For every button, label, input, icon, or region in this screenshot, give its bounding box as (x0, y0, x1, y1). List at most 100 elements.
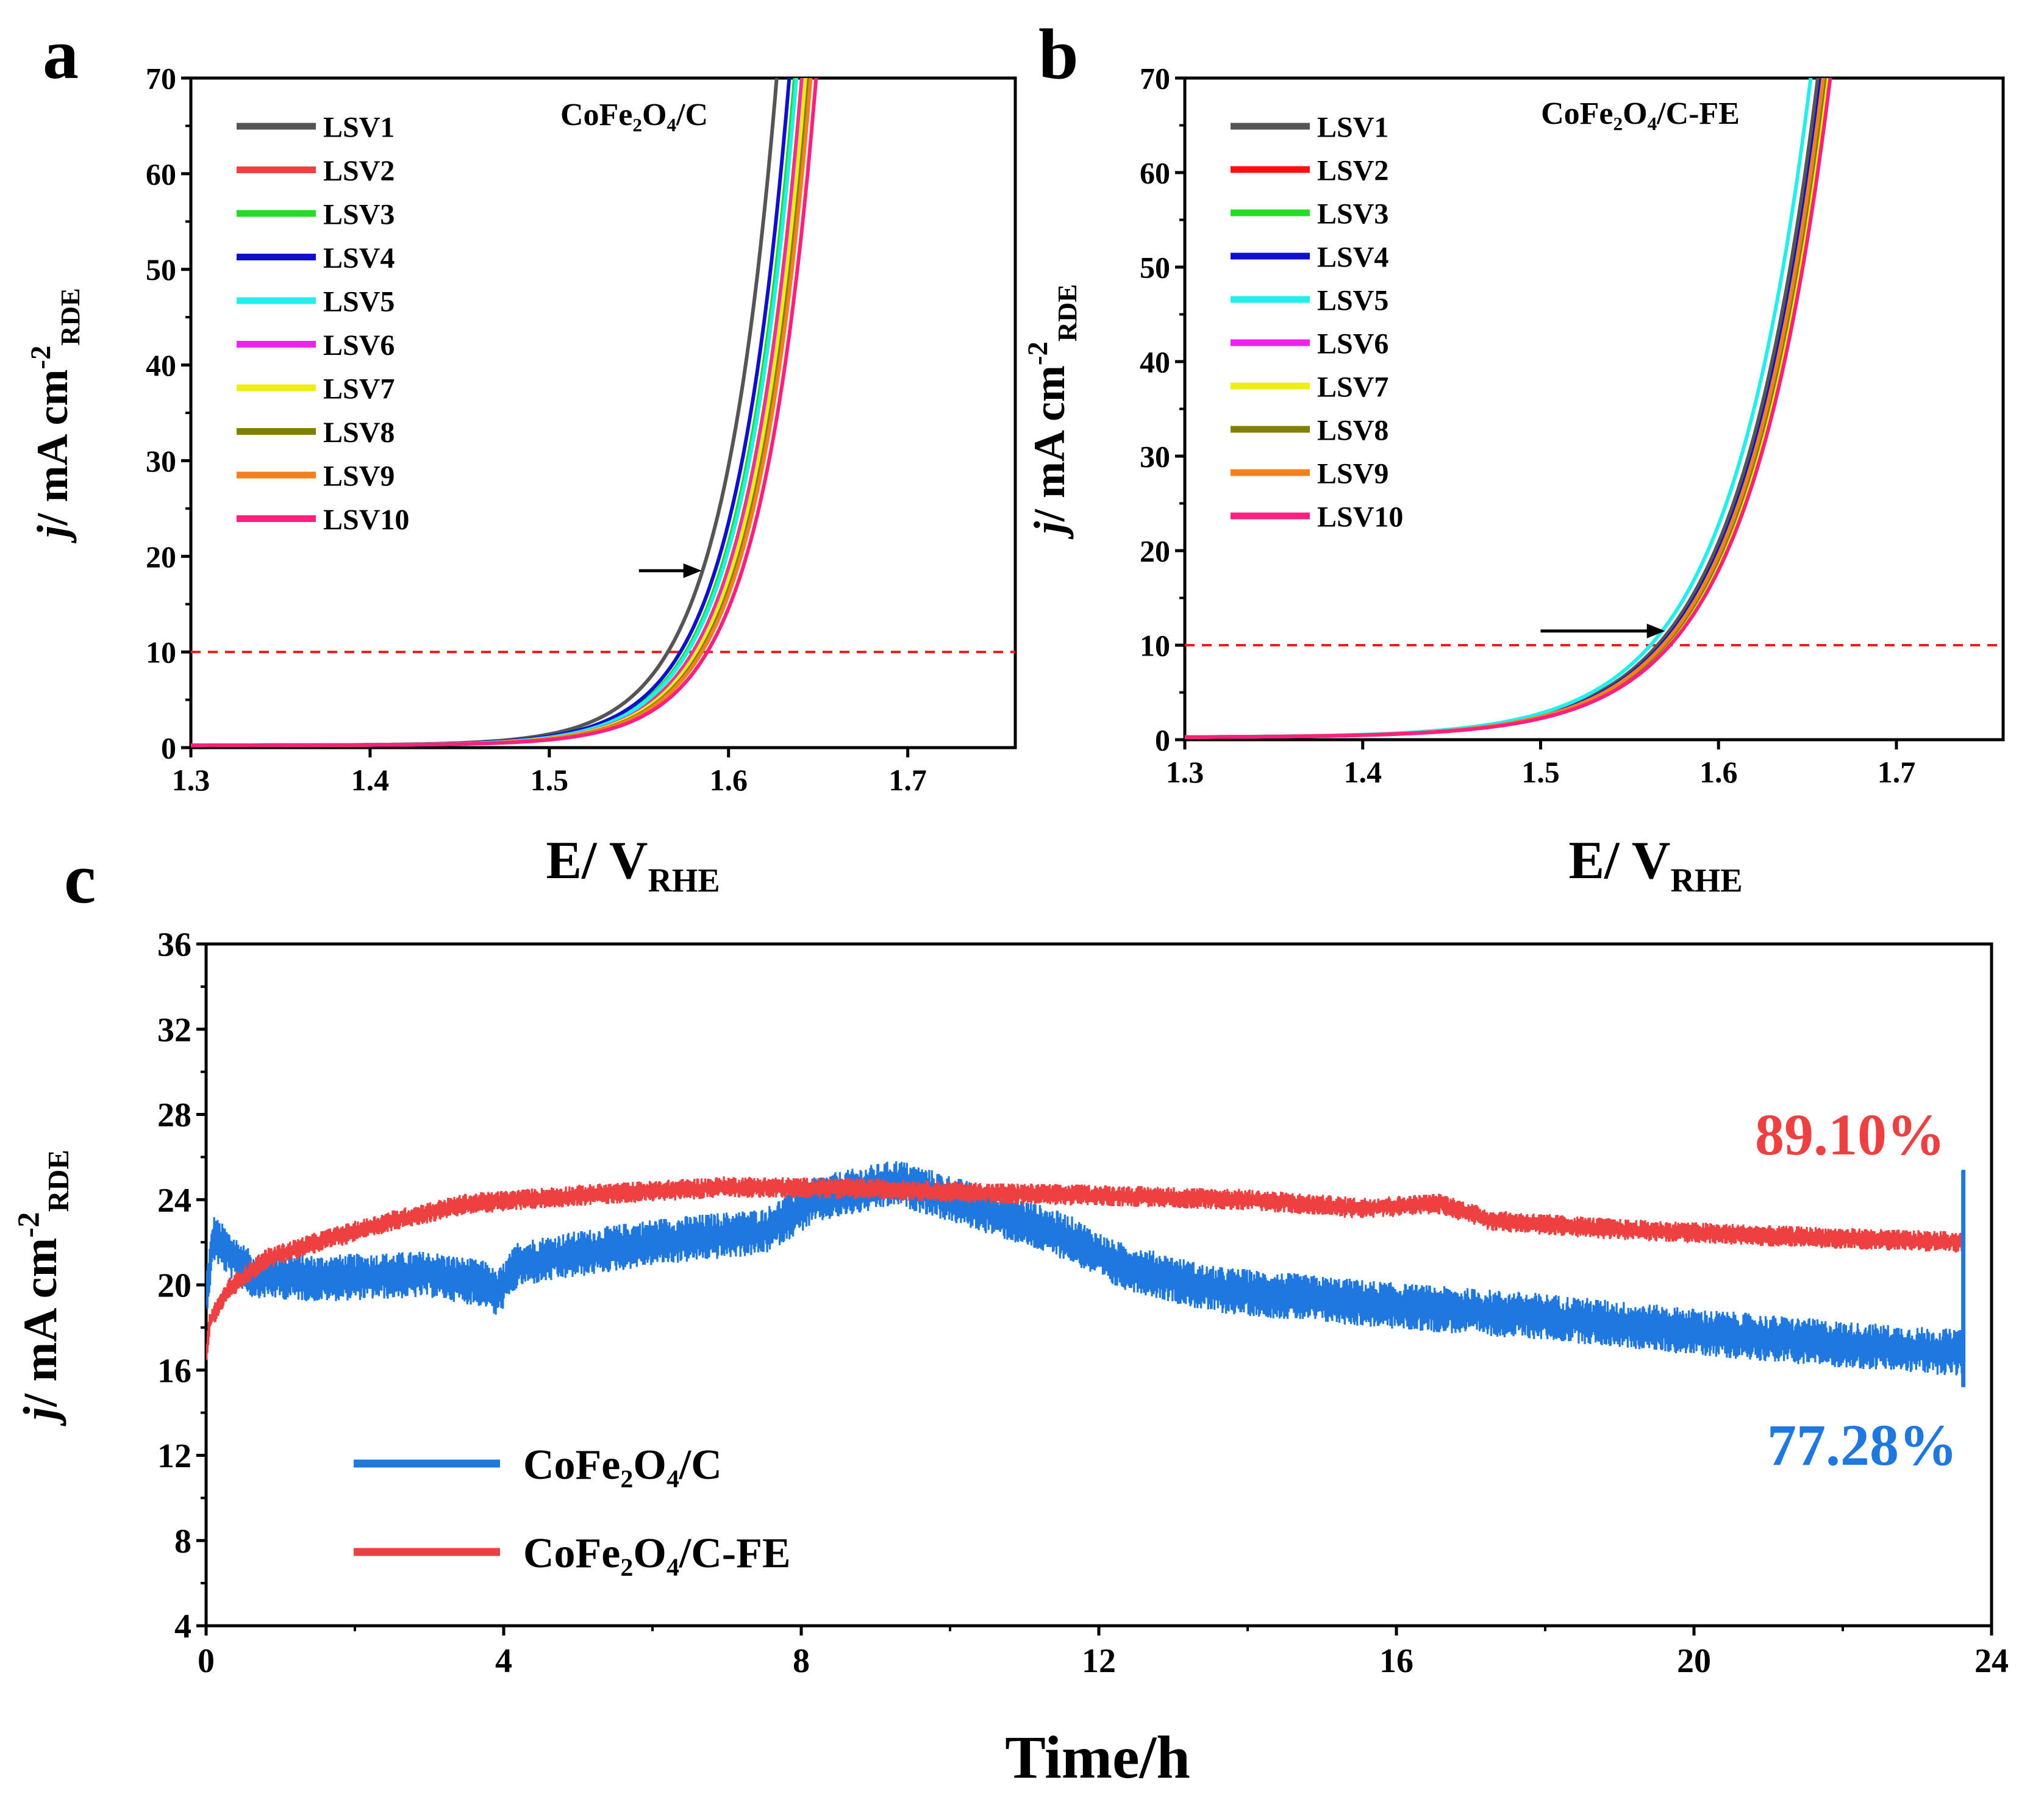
y-axis-label-sub: RDE (1052, 284, 1082, 341)
y-tick-label: 60 (1140, 156, 1170, 190)
arrow-head (1646, 623, 1665, 638)
x-tick-label: 1.3 (1166, 755, 1204, 789)
y-axis-label-main: / mA cm (28, 370, 77, 526)
legend-label: LSV6 (323, 329, 395, 362)
x-tick-label: 1.6 (709, 763, 748, 797)
legend-label: LSV7 (1317, 371, 1388, 403)
y-axis-label-j: j (13, 1407, 66, 1427)
x-tick-label: 8 (793, 1642, 810, 1680)
y-tick-label: 20 (1140, 534, 1170, 568)
x-axis-label-main: E/ V (546, 831, 648, 890)
y-tick-label: 40 (1140, 345, 1170, 379)
arrow-head (683, 563, 702, 578)
x-tick-label: 4 (495, 1642, 512, 1680)
y-tick-label: 60 (146, 157, 176, 191)
y-tick-label: 0 (1155, 723, 1170, 757)
legend-label: LSV3 (1317, 198, 1388, 230)
x-tick-label: 20 (1677, 1642, 1711, 1680)
y-axis-label-j: j (28, 525, 77, 544)
x-tick-label: 1.5 (1521, 755, 1560, 789)
y-tick-label: 12 (157, 1437, 191, 1475)
x-tick-label: 0 (198, 1642, 215, 1680)
series-line-cofe2o4-c-fe (206, 1176, 1963, 1360)
x-tick-label: 1.6 (1699, 755, 1738, 789)
lsv-curves (191, 78, 1015, 748)
x-axis-label-main: E/ V (1568, 831, 1670, 890)
y-axis-label-j: j (1025, 521, 1074, 540)
y-tick-label: 70 (1140, 62, 1170, 96)
x-axis-label: Time/h (1005, 1723, 1190, 1791)
y-tick-label: 50 (1140, 251, 1170, 285)
x-axis-label-main: Time/h (1005, 1723, 1190, 1791)
y-axis-label: j/ mA cm-2RDE (12, 1149, 75, 1426)
y-axis-label-sub: RDE (43, 1149, 75, 1212)
legend-label: LSV5 (323, 285, 395, 318)
y-tick-label: 70 (146, 62, 176, 96)
panel-label-a: a (43, 14, 79, 94)
y-tick-label: 0 (161, 731, 176, 765)
legend-label: LSV7 (323, 373, 395, 405)
y-axis-label-main: / mA cm (13, 1238, 66, 1407)
legend-label: LSV9 (323, 460, 395, 492)
y-tick-label: 8 (174, 1523, 191, 1561)
legend-label: LSV2 (1317, 154, 1388, 187)
legend-label: LSV1 (1317, 111, 1388, 143)
legend-label: LSV6 (1317, 327, 1388, 360)
x-tick-label: 1.4 (1343, 755, 1382, 789)
y-axis-label: j/ mA cm-2RDE (1022, 284, 1082, 540)
x-axis-label-sub: RHE (1670, 862, 1742, 899)
retention-label-cofe2o4-c: 77.28% (1767, 1412, 1957, 1478)
x-tick-label: 1.3 (172, 763, 210, 797)
y-tick-label: 32 (157, 1011, 191, 1049)
y-tick-label: 28 (157, 1096, 191, 1134)
legend-label: LSV10 (1317, 501, 1403, 533)
x-tick-label: 1.7 (1878, 755, 1916, 789)
y-axis-label-sub: RDE (55, 288, 85, 345)
chart-title: CoFe₂O₄/C (560, 98, 708, 132)
y-tick-label: 40 (146, 348, 176, 382)
panel-label-b: b (1038, 14, 1079, 94)
legend-label: CoFe₂O₄/C (523, 1442, 722, 1489)
y-tick-label: 50 (146, 252, 176, 287)
x-tick-label: 24 (1974, 1642, 2009, 1680)
chart-title: CoFe₂O₄/C-FE (1541, 96, 1740, 131)
y-axis-label-sup: -2 (25, 346, 57, 370)
x-tick-label: 16 (1379, 1642, 1413, 1680)
y-axis-label-sup: -2 (12, 1212, 46, 1237)
legend-label: LSV3 (323, 198, 395, 231)
y-tick-label: 10 (1140, 629, 1170, 663)
x-tick-label: 1.5 (531, 763, 569, 797)
lsv-curves (1185, 78, 2003, 739)
y-axis-label-sup: -2 (1022, 341, 1054, 365)
x-tick-label: 1.7 (888, 763, 927, 797)
legend-label: LSV9 (1317, 457, 1388, 490)
chart-a-lsv: 1.3 1.4 1.5 1.6 1.7 0 10 20 30 40 50 60 70 E/ VRHE j/ … (25, 62, 1017, 899)
legend-label: LSV8 (1317, 414, 1388, 446)
retention-label-cofe2o4-c-fe: 89.10% (1755, 1102, 1945, 1167)
x-axis-label-sub: RHE (648, 862, 720, 899)
panel-label-c: c (64, 838, 96, 918)
chart-b-lsv: 1.3 1.4 1.5 1.6 1.7 0 10 20 30 40 50 60 70 E/ VRHE j/ … (1022, 62, 2005, 899)
series-line-lsv10 (191, 78, 818, 748)
legend-label: LSV5 (1317, 284, 1388, 316)
legend-label: LSV4 (323, 242, 395, 274)
x-axis-label: E/ VRHE (1568, 831, 1742, 899)
plot-frame (1183, 76, 2005, 742)
series-line-cofe2o4-c (206, 1161, 1963, 1376)
x-tick-label: 12 (1082, 1642, 1116, 1680)
y-tick-label: 30 (146, 444, 176, 478)
legend-label: LSV1 (323, 111, 395, 143)
y-tick-label: 36 (157, 926, 191, 964)
y-tick-label: 20 (157, 1267, 191, 1305)
x-axis-label: E/ VRHE (546, 831, 720, 899)
x-tick-label: 1.4 (351, 763, 390, 797)
y-tick-label: 24 (157, 1182, 191, 1220)
legend-label: LSV4 (1317, 241, 1388, 273)
y-axis-label: j/ mA cm-2RDE (25, 288, 85, 543)
y-tick-label: 10 (146, 635, 176, 670)
legend-label: LSV8 (323, 417, 395, 449)
legend-label: CoFe₂O₄/C-FE (523, 1530, 791, 1577)
series-line-lsv10 (1185, 78, 1832, 739)
y-tick-label: 20 (146, 540, 176, 574)
plot-frame (189, 76, 1017, 749)
